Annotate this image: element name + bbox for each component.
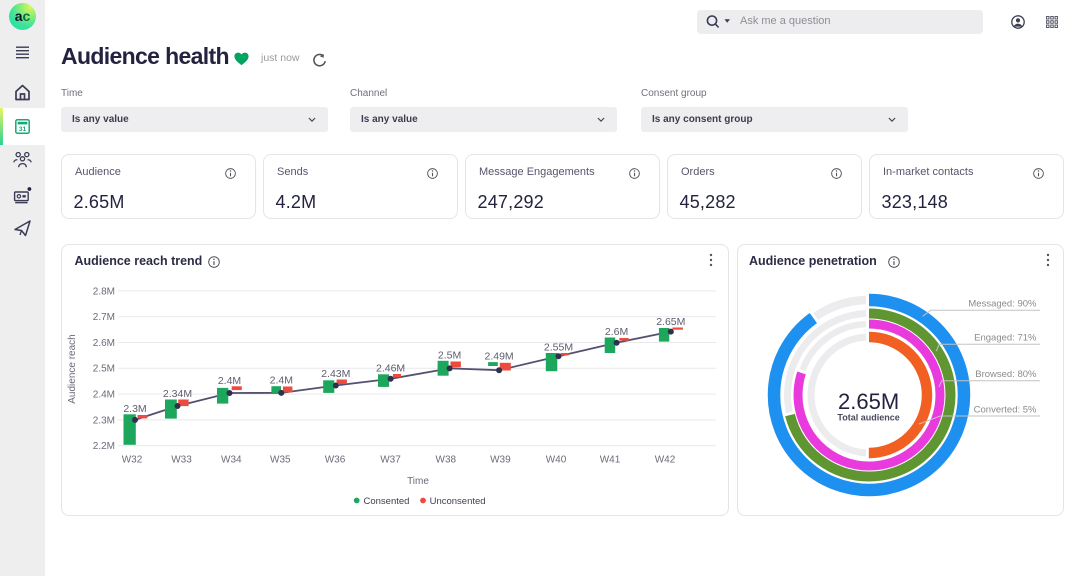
svg-text:W39: W39 [490, 455, 511, 466]
svg-text:2.2M: 2.2M [93, 441, 115, 452]
svg-text:2.43M: 2.43M [321, 368, 350, 380]
svg-text:2.34M: 2.34M [163, 388, 192, 400]
svg-text:W34: W34 [221, 455, 242, 466]
svg-text:W32: W32 [122, 455, 143, 466]
svg-text:2.4M: 2.4M [93, 390, 115, 401]
svg-text:2.7M: 2.7M [93, 312, 115, 323]
svg-text:W35: W35 [270, 455, 291, 466]
svg-text:W33: W33 [171, 455, 192, 466]
svg-text:31: 31 [19, 126, 27, 133]
svg-text:W42: W42 [655, 455, 676, 466]
svg-text:2.3M: 2.3M [123, 403, 146, 415]
svg-text:Audience reach: Audience reach [67, 334, 78, 404]
svg-text:W36: W36 [325, 455, 346, 466]
svg-text:2.5M: 2.5M [438, 349, 461, 361]
svg-text:Time: Time [407, 476, 429, 487]
svg-text:W37: W37 [380, 455, 401, 466]
svg-text:W38: W38 [436, 455, 457, 466]
svg-text:Converted: 5%: Converted: 5% [974, 404, 1037, 415]
svg-text:Unconsented: Unconsented [430, 496, 486, 507]
svg-text:2.46M: 2.46M [376, 363, 405, 375]
svg-text:2.4M: 2.4M [270, 375, 293, 387]
svg-text:Browsed: 80%: Browsed: 80% [975, 369, 1037, 380]
svg-text:2.6M: 2.6M [605, 326, 628, 338]
svg-text:2.65M: 2.65M [838, 389, 899, 414]
svg-text:2.8M: 2.8M [93, 286, 115, 297]
svg-text:Messaged: 90%: Messaged: 90% [968, 299, 1037, 310]
svg-text:2.6M: 2.6M [93, 338, 115, 349]
svg-text:Total audience: Total audience [837, 413, 899, 423]
svg-text:Engaged: 71%: Engaged: 71% [974, 333, 1037, 344]
svg-text:2.5M: 2.5M [93, 364, 115, 375]
svg-text:2.4M: 2.4M [218, 375, 241, 387]
svg-text:2.55M: 2.55M [544, 342, 573, 354]
svg-text:2.65M: 2.65M [656, 316, 685, 328]
svg-text:2.3M: 2.3M [93, 415, 115, 426]
svg-text:Consented: Consented [364, 496, 410, 507]
svg-text:W40: W40 [546, 455, 567, 466]
svg-text:W41: W41 [600, 455, 621, 466]
svg-text:2.49M: 2.49M [485, 351, 514, 363]
